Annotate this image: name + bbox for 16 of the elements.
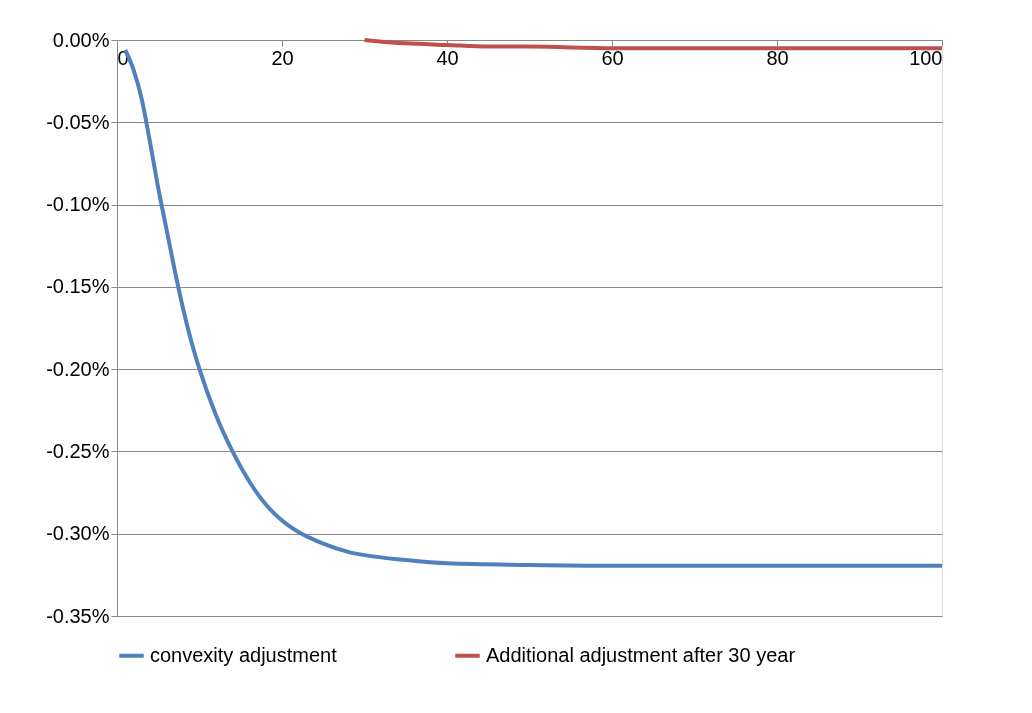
y-tick-label: -0.35% <box>46 604 110 627</box>
y-tick-label: -0.05% <box>46 110 110 133</box>
legend-label: convexity adjustment <box>150 643 338 666</box>
line-series <box>362 38 944 51</box>
x-tick-label: 80 <box>766 46 789 69</box>
y-tick-label: -0.30% <box>46 522 110 545</box>
x-tick-label: 60 <box>601 46 624 69</box>
y-tick-label: 0.00% <box>52 28 110 51</box>
x-tick-label: 100 <box>909 46 943 69</box>
legend-label: Additional adjustment after 30 year <box>486 643 796 666</box>
y-tick-label: -0.10% <box>46 193 110 216</box>
x-tick-label: 40 <box>436 46 459 69</box>
y-tick-label: -0.20% <box>46 357 110 380</box>
x-tick-label: 20 <box>271 46 294 69</box>
y-tick-label: -0.15% <box>46 275 110 298</box>
y-tick-label: -0.25% <box>46 439 110 462</box>
